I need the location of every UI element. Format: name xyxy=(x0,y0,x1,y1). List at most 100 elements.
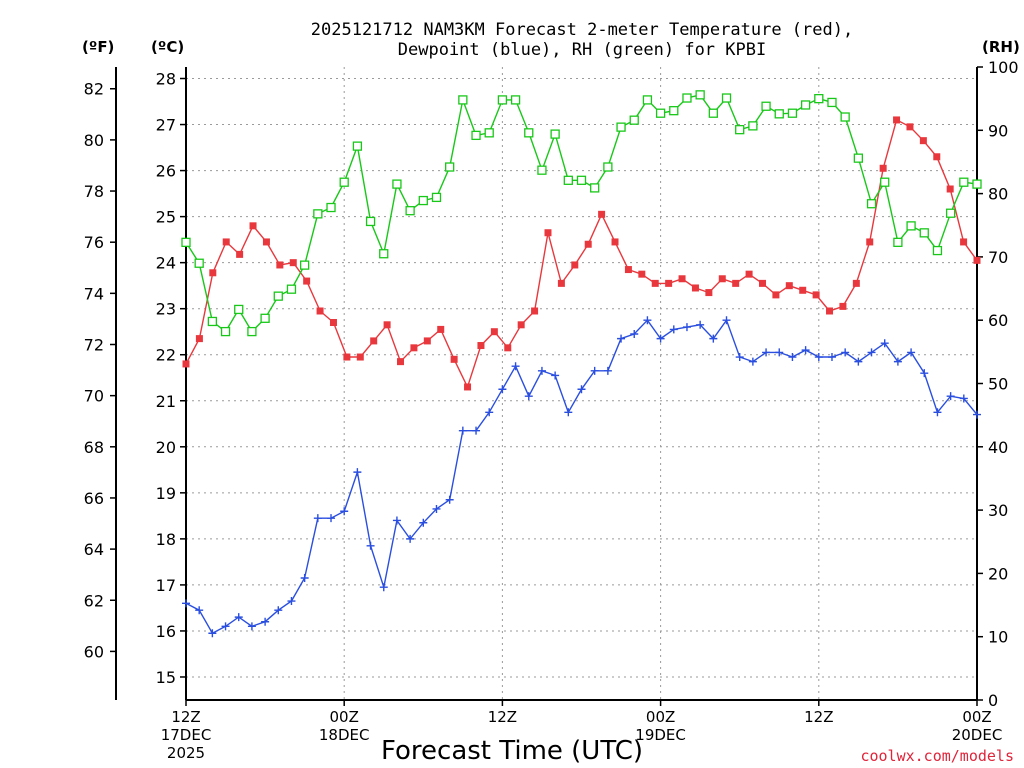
temperature-point xyxy=(464,383,472,391)
temperature-point xyxy=(222,238,230,246)
rh-point xyxy=(616,122,626,132)
rh-tick-label: 60 xyxy=(988,311,1008,330)
rh-point xyxy=(339,177,349,187)
rh-point xyxy=(207,316,218,327)
dewpoint-point xyxy=(682,323,691,332)
rh-point xyxy=(880,177,890,187)
temperature-point xyxy=(745,270,753,278)
temperature-point xyxy=(236,250,244,258)
rh-point xyxy=(247,326,257,337)
rh-point xyxy=(497,95,508,105)
fahrenheit-tick-label: 62 xyxy=(84,591,104,610)
temperature-point xyxy=(665,279,673,287)
temperature-point xyxy=(584,240,592,248)
rh-point xyxy=(629,115,639,125)
dewpoint-point xyxy=(722,316,731,325)
temperature-point xyxy=(678,275,686,283)
fahrenheit-tick-label: 68 xyxy=(84,438,104,457)
rh-point xyxy=(853,153,863,163)
celsius-tick-label: 21 xyxy=(156,392,176,411)
rh-point xyxy=(603,162,613,172)
dewpoint-point xyxy=(366,541,375,550)
dewpoint-point xyxy=(907,348,916,357)
dewpoint-point xyxy=(261,617,270,626)
rh-tick-label: 0 xyxy=(988,691,998,710)
dewpoint-point xyxy=(762,348,771,357)
temperature-point xyxy=(316,307,324,315)
dewpoint-point xyxy=(511,362,520,371)
fahrenheit-tick-label: 76 xyxy=(84,233,104,252)
axes-layer: 15 16 17 18 19 20 21 22 23 24 25 26 27 28 60 62 64 66 68 70… xyxy=(84,58,1019,762)
temperature-point xyxy=(531,307,539,315)
celsius-tick-label: 18 xyxy=(156,530,176,549)
dewpoint-point xyxy=(630,330,639,339)
dewpoint-point xyxy=(735,353,744,362)
temperature-point xyxy=(370,337,378,345)
dewpoint-point xyxy=(656,334,665,343)
rh-unit-label: (RH) xyxy=(982,38,1020,56)
rh-point xyxy=(748,121,758,131)
temperature-point xyxy=(410,344,418,352)
dewpoint-point xyxy=(748,357,757,366)
fahrenheit-tick-label: 80 xyxy=(84,131,104,150)
rh-point xyxy=(721,93,732,103)
chart-title-line-2: Dewpoint (blue), RH (green) for KPBI xyxy=(398,40,766,60)
temperature-point xyxy=(423,337,431,345)
temperature-point xyxy=(209,269,217,277)
rh-point xyxy=(458,95,468,105)
temperature-point xyxy=(772,291,780,299)
dewpoint-point xyxy=(814,353,823,362)
rh-tick-label: 30 xyxy=(988,501,1008,520)
temperature-point xyxy=(329,319,337,327)
fahrenheit-tick-label: 74 xyxy=(84,284,104,303)
rh-point xyxy=(365,216,376,227)
rh-point xyxy=(510,95,521,105)
fahrenheit-unit-label: (ºF) xyxy=(82,38,114,56)
temperature-point xyxy=(919,137,927,145)
series-layer xyxy=(181,90,982,638)
rh-point xyxy=(893,237,903,247)
rh-point xyxy=(194,258,204,268)
dewpoint-point xyxy=(353,468,362,477)
celsius-tick-label: 26 xyxy=(156,162,176,181)
celsius-tick-label: 27 xyxy=(156,116,176,135)
rh-point xyxy=(405,206,415,216)
dewpoint-point xyxy=(551,371,560,380)
dewpoint-point xyxy=(392,516,401,525)
temperature-point xyxy=(437,325,445,333)
temperature-point xyxy=(906,123,914,131)
rh-point xyxy=(313,209,323,219)
rh-point xyxy=(708,108,718,118)
x-tick-label: 19DEC xyxy=(635,726,686,744)
dewpoint-point xyxy=(472,426,481,435)
rh-point xyxy=(735,125,745,135)
rh-tick-label: 20 xyxy=(988,564,1008,583)
fahrenheit-tick-label: 70 xyxy=(84,387,104,406)
rh-point xyxy=(418,195,428,206)
dewpoint-point xyxy=(893,357,902,366)
rh-point xyxy=(537,165,547,175)
rh-point xyxy=(563,175,573,185)
x-tick-label: 12Z xyxy=(804,708,833,726)
temperature-point xyxy=(383,321,391,329)
dewpoint-point xyxy=(827,353,836,362)
temperature-point xyxy=(638,270,646,278)
dewpoint-point xyxy=(406,534,415,543)
celsius-tick-label: 23 xyxy=(156,300,176,319)
x-tick-label: 20DEC xyxy=(952,726,1003,744)
rh-point xyxy=(181,237,191,247)
rh-point xyxy=(972,179,982,189)
fahrenheit-tick-label: 60 xyxy=(84,642,104,661)
rh-point xyxy=(695,90,705,100)
dewpoint-point xyxy=(973,410,981,419)
dewpoint-point xyxy=(880,339,889,348)
rh-point xyxy=(840,112,850,122)
rh-tick-label: 10 xyxy=(988,628,1008,647)
dewpoint-point xyxy=(775,348,784,357)
x-tick-label: 18DEC xyxy=(319,726,370,744)
dewpoint-point xyxy=(854,357,863,366)
fahrenheit-tick-label: 66 xyxy=(84,489,104,508)
x-tick-label: 00Z xyxy=(646,708,675,726)
dewpoint-point xyxy=(419,518,428,527)
